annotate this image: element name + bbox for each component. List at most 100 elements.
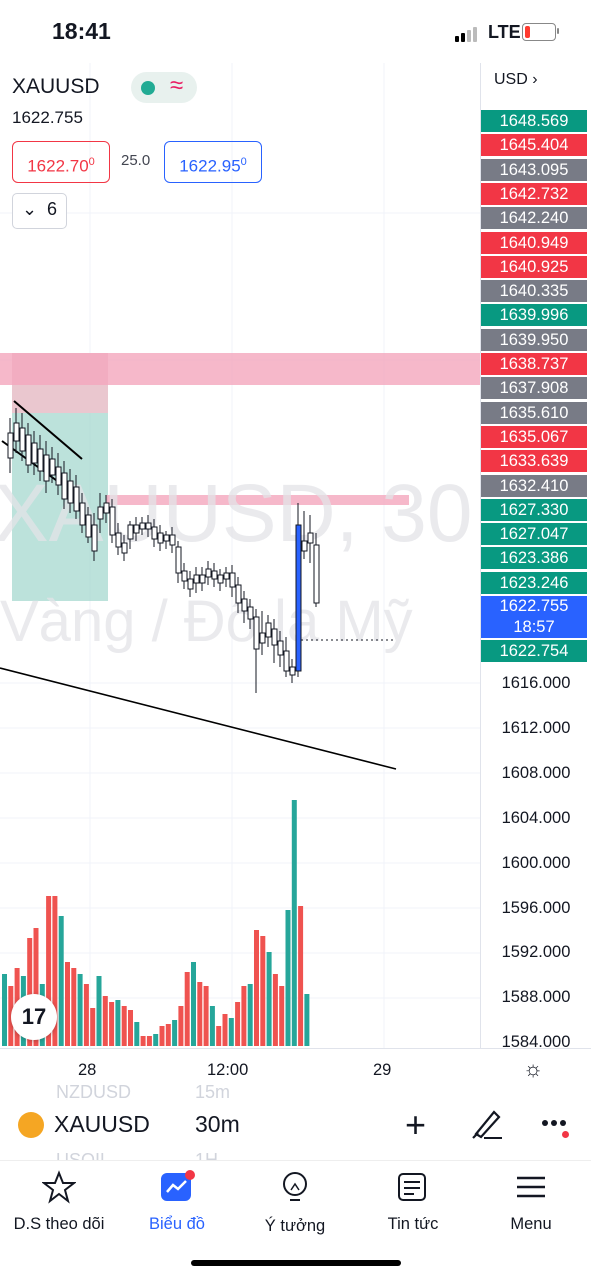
more-icon[interactable] <box>541 1114 567 1132</box>
candle <box>79 502 86 526</box>
volume-bar <box>291 800 297 1046</box>
price-tag-label: 1639.996 <box>481 304 587 327</box>
wave-icon: ≈ <box>170 72 184 99</box>
candle <box>61 472 68 500</box>
price-tag-label: 1622.754 <box>481 640 587 662</box>
price-scale-label: 1592.000 <box>501 943 571 962</box>
volume-bar <box>165 1024 171 1046</box>
brush-icon[interactable] <box>470 1104 504 1145</box>
candle <box>271 628 278 646</box>
volume-bar <box>279 986 285 1046</box>
sell-button[interactable]: 1622.700 <box>12 141 110 183</box>
battery-icon <box>522 23 556 41</box>
nav-chart[interactable]: Biểu đồ <box>122 1170 232 1234</box>
volume-bar <box>222 1014 228 1046</box>
chart-area[interactable]: XAUUSD, 30 Vàng / Đô la Mỹ <box>0 63 480 1048</box>
candle <box>73 486 80 512</box>
nav-news[interactable]: Tin tức <box>358 1170 468 1234</box>
time-label: 29 <box>373 1061 392 1079</box>
candle <box>49 458 56 476</box>
menu-icon <box>517 1176 545 1198</box>
buy-button[interactable]: 1622.950 <box>164 141 262 183</box>
volume-bar <box>241 986 247 1046</box>
volume-bar <box>128 1010 133 1046</box>
volume-bar <box>235 1002 241 1046</box>
candle <box>31 442 38 464</box>
volume-bar <box>2 974 7 1046</box>
battery-tip <box>557 28 559 34</box>
nav-ideas[interactable]: Ý tưởng <box>240 1170 350 1236</box>
nav-menu[interactable]: Menu <box>476 1170 586 1234</box>
volume-bar <box>134 1022 140 1046</box>
price-tag-label: 1638.737 <box>481 353 587 375</box>
volume-bar <box>216 1026 222 1046</box>
price-scale-label: 1604.000 <box>501 808 571 827</box>
currency-selector[interactable]: USD › <box>494 71 538 88</box>
interval-button[interactable]: 30m <box>195 1111 240 1137</box>
price-tag-label: 1640.925 <box>481 255 587 278</box>
price-tag-label: 1642.240 <box>481 207 587 230</box>
volume-bar <box>52 896 58 1046</box>
candle <box>193 574 200 584</box>
price-tag-label: 1645.404 <box>481 134 587 157</box>
volume-bar <box>285 910 291 1046</box>
spread-value: 25.0 <box>121 152 151 169</box>
market-open-dot <box>141 81 155 95</box>
current-price-tag: 1622.755 18:57 <box>481 596 587 638</box>
volume-bar <box>140 1036 146 1046</box>
time-label: 12:00 <box>207 1061 249 1079</box>
candle <box>55 466 62 486</box>
price-tag-label: 1640.335 <box>481 280 587 303</box>
volume-bar <box>172 1020 178 1046</box>
ghost-symbol: NZDUSD <box>56 1082 131 1102</box>
price-scale-label: 1600.000 <box>501 853 571 872</box>
settings-icon[interactable]: ☼ <box>523 1056 544 1081</box>
candle <box>37 448 44 472</box>
candle <box>103 502 110 514</box>
price-tag-label: 1633.639 <box>481 450 587 473</box>
nav-label: Tin tức <box>387 1215 439 1233</box>
current-price: 1622.755 <box>499 597 569 615</box>
candle <box>151 526 158 540</box>
price-tag-label: 1623.246 <box>481 571 587 594</box>
nav-watchlist[interactable]: D.S theo dõi <box>4 1170 114 1234</box>
price-tag-label: 1635.610 <box>481 401 587 424</box>
tradingview-logo[interactable]: 17 <box>11 994 57 1040</box>
volume-bar <box>184 972 190 1046</box>
symbol-title[interactable]: XAUUSD <box>12 75 100 98</box>
price-scale-label: 1584.000 <box>501 1033 571 1052</box>
target-zone <box>106 495 409 505</box>
volume-bar <box>247 984 253 1046</box>
volume-bar <box>27 938 33 1046</box>
watermark-line2: Vàng / Đô la Mỹ <box>0 589 413 654</box>
symbol-search-button[interactable]: XAUUSD <box>54 1111 150 1137</box>
time-axis[interactable]: 28 12:00 29 <box>0 1048 591 1089</box>
price-tag-label: 1627.047 <box>481 523 587 546</box>
candle <box>175 546 182 574</box>
volume-bar <box>8 986 14 1046</box>
volume-bar <box>33 928 39 1046</box>
candle <box>157 532 164 544</box>
price-tag-label: 1639.950 <box>481 328 587 351</box>
plus-icon[interactable]: + <box>405 1104 427 1145</box>
indicators-toggle[interactable] <box>12 193 67 229</box>
volume-bar <box>96 976 102 1046</box>
gold-icon <box>18 1112 44 1138</box>
candle <box>241 598 248 612</box>
nav-label: Biểu đồ <box>149 1215 205 1233</box>
candle <box>181 570 188 582</box>
candle <box>91 524 98 552</box>
volume-bar <box>46 896 52 1046</box>
candle <box>139 522 146 530</box>
indicators-count: 6 <box>47 199 58 219</box>
candle <box>265 622 272 638</box>
volume-bar <box>102 996 108 1046</box>
candle <box>145 522 152 530</box>
candle <box>199 574 206 584</box>
lightbulb-icon <box>283 1172 307 1201</box>
candle <box>313 544 320 604</box>
chart-icon <box>161 1170 195 1201</box>
nav-label: Menu <box>510 1215 552 1233</box>
price-tag-label: 1642.732 <box>481 182 587 205</box>
price-axis[interactable] <box>480 63 591 1048</box>
